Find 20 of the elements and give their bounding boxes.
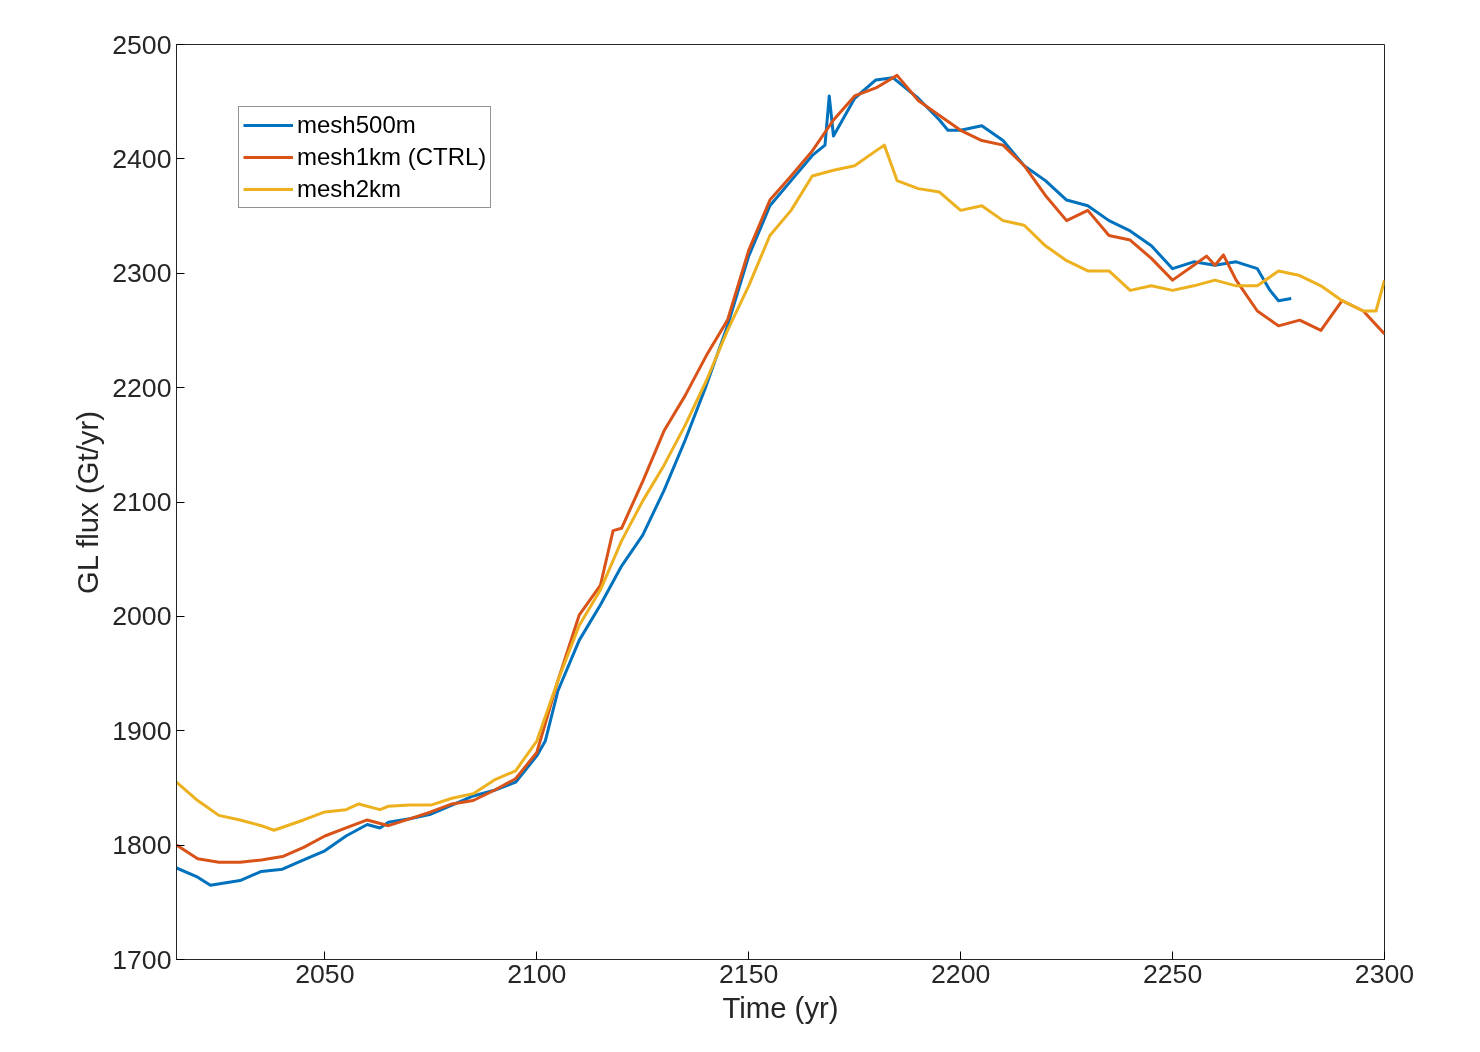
y-tick-label: 1900 (112, 715, 172, 746)
legend-label: mesh500m (297, 111, 416, 139)
y-tick-label: 2100 (112, 487, 172, 517)
x-tick-label: 2100 (507, 958, 567, 989)
y-tick-label: 2200 (112, 372, 172, 403)
x-tick-label: 2300 (1354, 958, 1415, 989)
y-tick-label: 2500 (112, 29, 172, 60)
x-tick-label: 2250 (1142, 958, 1203, 989)
y-tick-label: 2400 (112, 143, 172, 174)
legend-label: mesh2km (297, 175, 402, 203)
y-tick-label: 2000 (112, 601, 172, 632)
y-tick-label: 1700 (112, 944, 172, 975)
x-tick-label: 2200 (930, 958, 991, 989)
legend-label: mesh1km (CTRL) (297, 143, 487, 171)
x-tick-label: 2150 (719, 958, 779, 989)
y-axis-title: GL flux (Gt/yr) (71, 411, 105, 595)
y-tick-label: 2300 (112, 258, 172, 289)
x-tick-label: 2050 (295, 958, 355, 989)
x-axis-title: Time (yr) (722, 990, 839, 1024)
y-tick-label: 1800 (112, 830, 172, 861)
